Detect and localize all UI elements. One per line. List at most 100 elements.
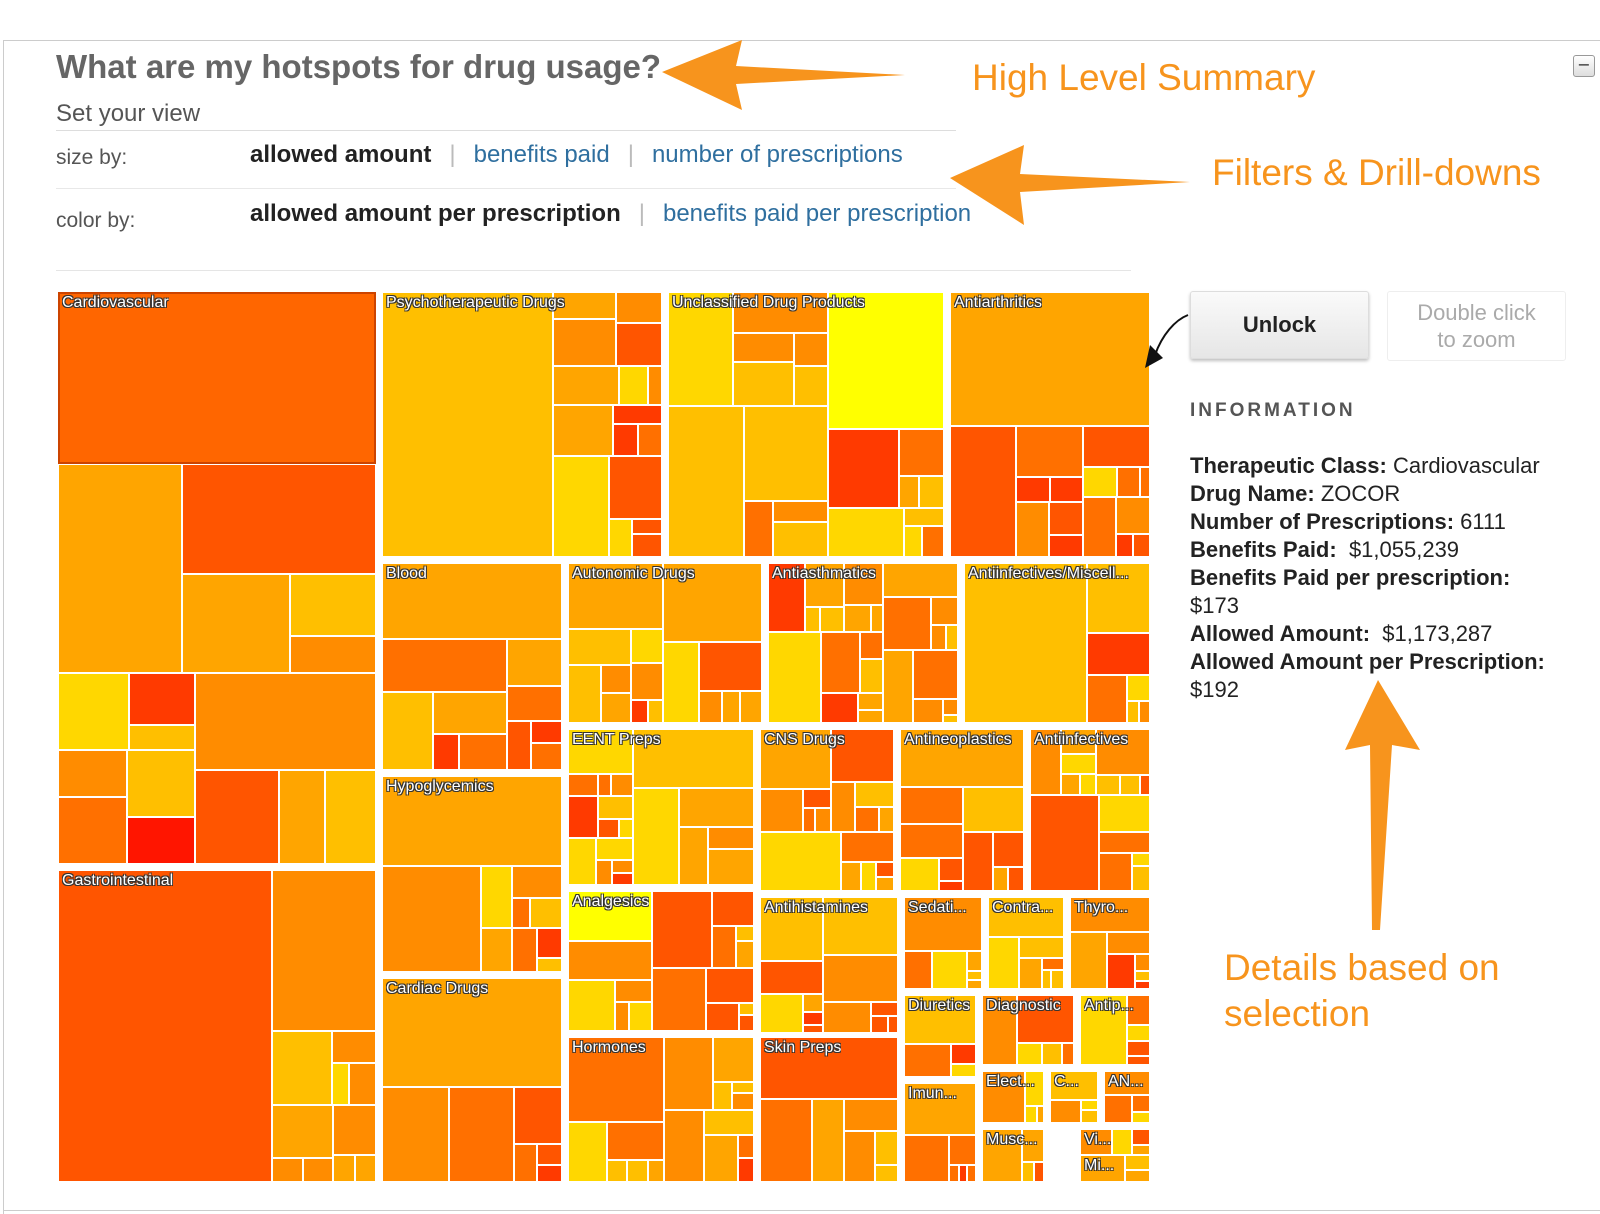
treemap-cell[interactable] <box>1140 467 1150 497</box>
treemap-cell[interactable] <box>568 1122 607 1182</box>
treemap-cell[interactable] <box>950 292 1150 426</box>
treemap-cell[interactable] <box>514 1144 537 1182</box>
treemap-cell[interactable] <box>713 1082 732 1110</box>
treemap-cell[interactable] <box>664 1037 713 1110</box>
treemap-cell[interactable] <box>773 501 828 522</box>
treemap-cell[interactable] <box>279 770 325 864</box>
treemap-cell[interactable] <box>1083 497 1116 557</box>
treemap-cell[interactable] <box>1061 754 1096 774</box>
treemap-cell[interactable] <box>855 782 894 807</box>
treemap-category-skin-preps[interactable]: Skin Preps <box>760 1037 898 1182</box>
treemap-cell[interactable] <box>844 605 871 632</box>
treemap-cell[interactable] <box>481 866 512 928</box>
treemap-cell[interactable] <box>1127 701 1139 723</box>
drug-usage-treemap[interactable]: Cardiovascular Gastrointestinal Psychother… <box>58 292 1164 1182</box>
treemap-cell[interactable] <box>708 849 754 885</box>
treemap-cell[interactable] <box>382 776 562 866</box>
treemap-cell[interactable] <box>553 319 616 366</box>
treemap-category-antiinfectives-miscell[interactable]: Antiinfectives/Miscell... <box>964 563 1150 723</box>
treemap-cell[interactable] <box>888 1016 898 1033</box>
treemap-cell[interactable] <box>900 787 963 824</box>
treemap-cell[interactable] <box>1070 897 1150 932</box>
treemap-cell[interactable] <box>1019 937 1064 958</box>
treemap-cell[interactable] <box>904 951 932 989</box>
treemap-cell[interactable] <box>831 729 894 782</box>
treemap-cell[interactable] <box>1117 467 1140 497</box>
treemap-cell[interactable] <box>568 774 598 796</box>
treemap-cell[interactable] <box>821 632 860 693</box>
treemap-cell[interactable] <box>609 456 662 519</box>
treemap-cell[interactable] <box>290 574 376 636</box>
treemap-cell[interactable] <box>760 789 803 832</box>
treemap-cell[interactable] <box>648 700 663 723</box>
treemap-cell[interactable] <box>1025 1071 1044 1106</box>
treemap-cell[interactable] <box>1050 1100 1081 1123</box>
treemap-cell[interactable] <box>871 1002 898 1016</box>
treemap-cell[interactable] <box>1127 675 1150 701</box>
treemap-cell[interactable] <box>803 789 831 808</box>
treemap-cell[interactable] <box>537 1165 562 1182</box>
treemap-cell[interactable] <box>860 632 883 659</box>
treemap-cell[interactable] <box>740 691 762 723</box>
treemap-category-eent-preps[interactable]: EENT Preps <box>568 729 754 885</box>
treemap-cell[interactable] <box>794 366 828 406</box>
treemap-cell[interactable] <box>568 563 663 629</box>
treemap-cell[interactable] <box>913 699 943 723</box>
treemap-cell[interactable] <box>1017 995 1074 1043</box>
treemap-cell[interactable] <box>963 832 993 891</box>
treemap-cell[interactable] <box>433 734 459 770</box>
treemap-cell[interactable] <box>1051 970 1064 989</box>
treemap-cell[interactable] <box>828 429 899 508</box>
treemap-cell[interactable] <box>1016 477 1050 502</box>
treemap-cell[interactable] <box>1107 932 1150 954</box>
treemap-cell[interactable] <box>982 1129 1022 1182</box>
treemap-category-diagnostic[interactable]: Diagnostic <box>982 995 1074 1065</box>
treemap-cell[interactable] <box>1042 958 1064 970</box>
treemap-cell[interactable] <box>382 978 562 1087</box>
treemap-category-antiarthritics[interactable]: Antiarthritics <box>950 292 1150 557</box>
treemap-cell[interactable] <box>611 774 633 796</box>
treemap-cell[interactable] <box>648 366 662 405</box>
treemap-cell[interactable] <box>355 1155 376 1182</box>
treemap-cell[interactable] <box>195 770 279 864</box>
treemap-category-cardiovascular[interactable]: Cardiovascular <box>58 292 376 864</box>
treemap-cell[interactable] <box>512 866 562 898</box>
treemap-cell[interactable] <box>959 1165 967 1182</box>
treemap-cell[interactable] <box>679 788 754 827</box>
treemap-cell[interactable] <box>988 897 1064 937</box>
treemap-cell[interactable] <box>875 1165 898 1182</box>
treemap-cell[interactable] <box>537 958 562 972</box>
treemap-category-unclassified-drug-products[interactable]: Unclassified Drug Products <box>668 292 944 557</box>
treemap-cell[interactable] <box>382 692 433 770</box>
treemap-cell[interactable] <box>855 807 879 832</box>
treemap-cell[interactable] <box>1080 1155 1125 1182</box>
treemap-cell[interactable] <box>1080 774 1096 795</box>
treemap-cell[interactable] <box>1096 729 1150 775</box>
treemap-cell[interactable] <box>1099 832 1150 853</box>
treemap-category-antiinfectives[interactable]: Antiinfectives <box>1030 729 1150 891</box>
treemap-cell[interactable] <box>704 1135 738 1182</box>
treemap-category-cns-drugs[interactable]: CNS Drugs <box>760 729 894 891</box>
treemap-cell[interactable] <box>946 625 958 650</box>
treemap-cell[interactable] <box>607 1160 627 1182</box>
treemap-cell[interactable] <box>568 1037 664 1122</box>
treemap-cell[interactable] <box>332 1031 376 1063</box>
treemap-cell[interactable] <box>1087 563 1150 633</box>
treemap-cell[interactable] <box>1107 954 1135 989</box>
treemap-cell[interactable] <box>537 1144 562 1165</box>
treemap-cell[interactable] <box>1125 1155 1150 1170</box>
treemap-cell[interactable] <box>738 1135 754 1158</box>
treemap-cell[interactable] <box>732 1093 754 1110</box>
treemap-cell[interactable] <box>507 721 531 770</box>
treemap-cell[interactable] <box>1083 467 1117 497</box>
treemap-cell[interactable] <box>904 1083 976 1135</box>
treemap-cell[interactable] <box>382 563 562 639</box>
treemap-cell[interactable] <box>1139 701 1150 723</box>
treemap-category-psychotherapeutic-drugs[interactable]: Psychotherapeutic Drugs <box>382 292 662 557</box>
treemap-cell[interactable] <box>706 968 754 1003</box>
treemap-cell[interactable] <box>1016 502 1049 557</box>
treemap-cell[interactable] <box>1127 1056 1150 1065</box>
treemap-cell[interactable] <box>1132 1095 1150 1112</box>
treemap-cell[interactable] <box>607 1122 664 1160</box>
treemap-cell[interactable] <box>844 1099 898 1131</box>
